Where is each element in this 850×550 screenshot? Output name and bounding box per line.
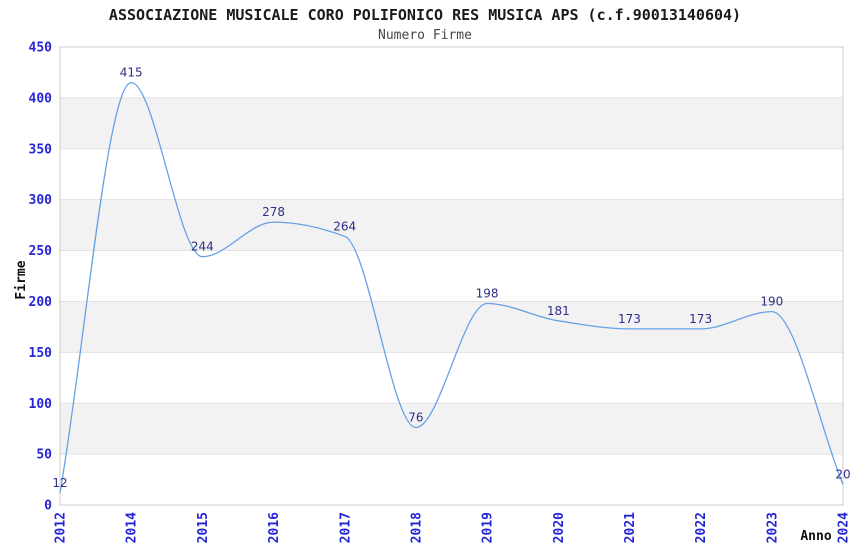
x-tick-label: 2019 bbox=[481, 512, 496, 543]
grid-band bbox=[60, 97, 843, 149]
x-tick-label: 2021 bbox=[623, 512, 638, 543]
grid-band bbox=[60, 199, 843, 251]
chart-title: ASSOCIAZIONE MUSICALE CORO POLIFONICO RE… bbox=[108, 6, 742, 24]
x-tick-label: 2023 bbox=[765, 512, 780, 543]
data-point-label: 264 bbox=[333, 219, 356, 233]
y-tick-label: 450 bbox=[29, 41, 53, 56]
data-point-label: 12 bbox=[52, 476, 67, 490]
x-tick-label: 2024 bbox=[837, 512, 850, 543]
data-point-label: 415 bbox=[120, 66, 143, 80]
grid-band bbox=[60, 301, 843, 353]
x-tick-label: 2022 bbox=[694, 512, 709, 543]
data-point-label: 20 bbox=[835, 468, 850, 482]
y-tick-label: 400 bbox=[29, 91, 53, 106]
data-point-label: 244 bbox=[191, 240, 214, 254]
x-tick-label: 2014 bbox=[125, 512, 140, 543]
plot-border bbox=[59, 46, 844, 506]
grid-band bbox=[60, 403, 843, 455]
data-point-label: 181 bbox=[547, 304, 570, 318]
x-tick-label: 2018 bbox=[409, 512, 424, 543]
y-tick-label: 350 bbox=[29, 142, 53, 157]
y-tick-label: 50 bbox=[36, 448, 52, 463]
y-tick-label: 150 bbox=[29, 346, 53, 361]
y-axis-title: Firme bbox=[14, 260, 29, 299]
x-axis-title: Anno bbox=[800, 529, 831, 544]
x-tick-label: 2017 bbox=[338, 512, 353, 543]
y-tick-label: 0 bbox=[44, 499, 52, 514]
data-point-label: 278 bbox=[262, 205, 285, 219]
x-tick-label: 2015 bbox=[196, 512, 211, 543]
y-tick-label: 100 bbox=[29, 397, 53, 412]
y-tick-label: 250 bbox=[29, 244, 53, 259]
y-tick-label: 200 bbox=[29, 295, 53, 310]
x-tick-label: 2020 bbox=[552, 512, 567, 543]
x-tick-label: 2012 bbox=[54, 512, 69, 543]
x-tick-label: 2016 bbox=[267, 512, 282, 543]
chart-subtitle: Numero Firme bbox=[378, 28, 472, 43]
data-point-label: 198 bbox=[476, 286, 499, 300]
data-point-label: 76 bbox=[408, 411, 423, 425]
data-point-label: 173 bbox=[618, 312, 641, 326]
data-line bbox=[59, 81, 844, 493]
y-tick-label: 300 bbox=[29, 193, 53, 208]
data-point-label: 190 bbox=[760, 295, 783, 309]
data-point-label: 173 bbox=[689, 312, 712, 326]
